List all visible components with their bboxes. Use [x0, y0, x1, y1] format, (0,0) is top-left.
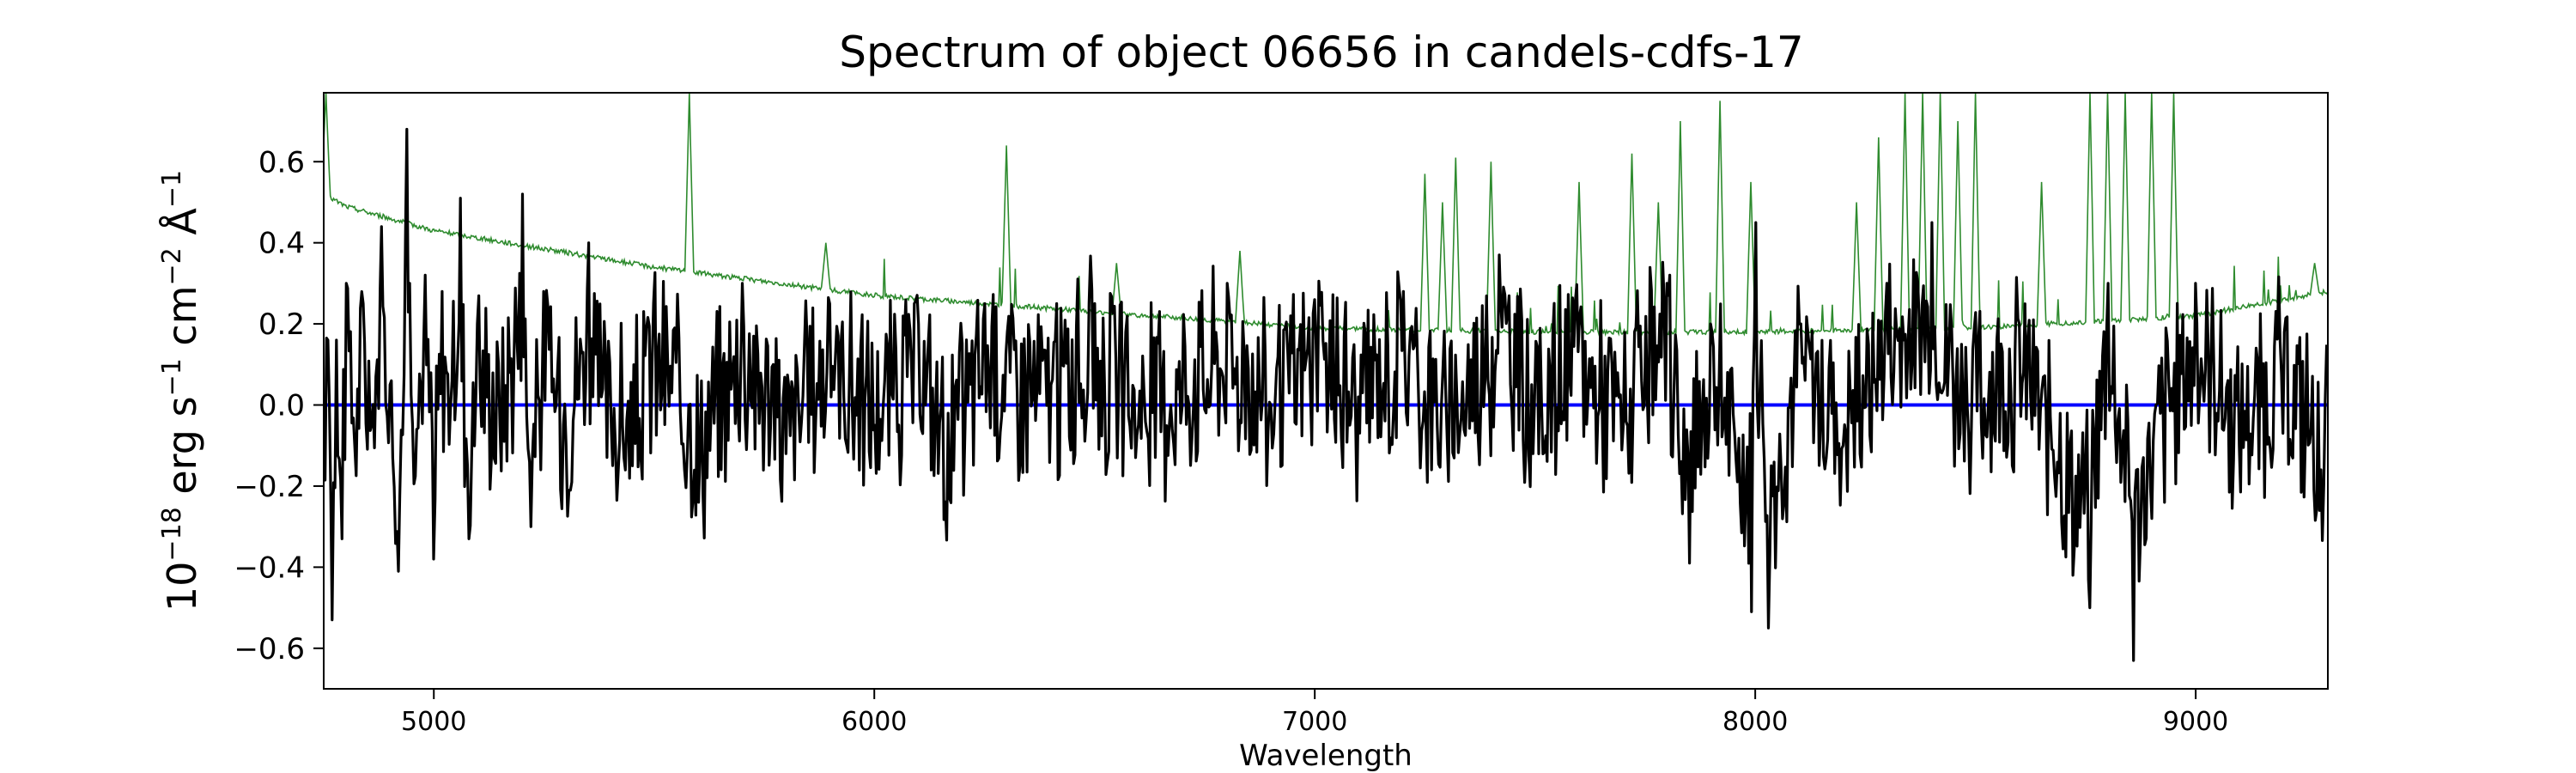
y-tick-label: 0.0: [258, 389, 305, 423]
x-axis-label: Wavelength: [1239, 739, 1413, 773]
x-tick-label: 8000: [1722, 707, 1788, 737]
plot-frame: [323, 92, 2329, 690]
x-tick-label: 9000: [2163, 707, 2228, 737]
y-label-exp-a: −1: [157, 170, 187, 208]
y-axis-label: 10−18 erg s−1 cm−2 Å−1: [157, 170, 205, 612]
y-axis: −0.6 −0.4 −0.2 0.0 0.2 0.4 0.6: [234, 145, 324, 666]
y-label-exp-s: −1: [157, 358, 187, 396]
x-tick-label: 7000: [1282, 707, 1347, 737]
x-tick-label: 6000: [841, 707, 907, 737]
flux-spectrum-line: [324, 127, 2328, 662]
plot-series: [324, 93, 2328, 662]
y-tick-label: −0.6: [234, 632, 305, 666]
y-label-exp-power: −18: [157, 507, 187, 561]
y-label-base: 10: [159, 562, 205, 612]
error-spectrum-line: [324, 93, 2328, 338]
y-tick-label: 0.6: [258, 145, 305, 180]
y-label-exp-cm: −2: [157, 247, 187, 285]
y-tick-label: −0.4: [234, 551, 305, 585]
y-tick-label: 0.2: [258, 307, 305, 342]
y-label-erg: erg s: [159, 396, 205, 507]
chart-title: Spectrum of object 06656 in candels-cdfs…: [839, 27, 1804, 77]
y-tick-label: 0.4: [258, 227, 305, 261]
x-axis: 5000 6000 7000 8000 9000: [401, 689, 2228, 737]
y-label-angstrom: Å: [159, 208, 205, 248]
y-tick-label: −0.2: [234, 470, 305, 504]
x-tick-label: 5000: [401, 707, 466, 737]
y-label-cm: cm: [159, 285, 205, 358]
